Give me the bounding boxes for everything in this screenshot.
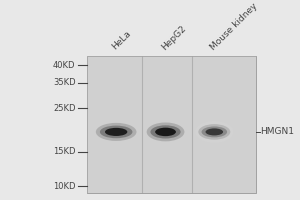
Ellipse shape — [198, 124, 230, 140]
Ellipse shape — [147, 122, 184, 141]
Ellipse shape — [100, 126, 132, 138]
Text: 25KD: 25KD — [53, 104, 76, 113]
Text: HepG2: HepG2 — [160, 23, 188, 52]
Ellipse shape — [105, 128, 127, 136]
Text: HMGN1: HMGN1 — [260, 127, 294, 136]
Text: 40KD: 40KD — [53, 61, 76, 70]
Ellipse shape — [96, 123, 136, 141]
Text: 15KD: 15KD — [53, 147, 76, 156]
Bar — [192, 56, 256, 193]
Text: 35KD: 35KD — [53, 78, 76, 87]
Ellipse shape — [202, 126, 227, 137]
Text: HeLa: HeLa — [110, 29, 132, 52]
Ellipse shape — [195, 121, 233, 143]
Ellipse shape — [150, 125, 181, 139]
Ellipse shape — [143, 119, 188, 145]
Bar — [87, 56, 256, 193]
Bar — [142, 56, 192, 193]
Text: 10KD: 10KD — [53, 182, 76, 191]
Ellipse shape — [92, 119, 141, 145]
Bar — [87, 56, 142, 193]
Bar — [87, 56, 256, 193]
Ellipse shape — [206, 128, 223, 135]
Text: Mouse kidney: Mouse kidney — [208, 1, 259, 52]
Ellipse shape — [155, 128, 176, 136]
